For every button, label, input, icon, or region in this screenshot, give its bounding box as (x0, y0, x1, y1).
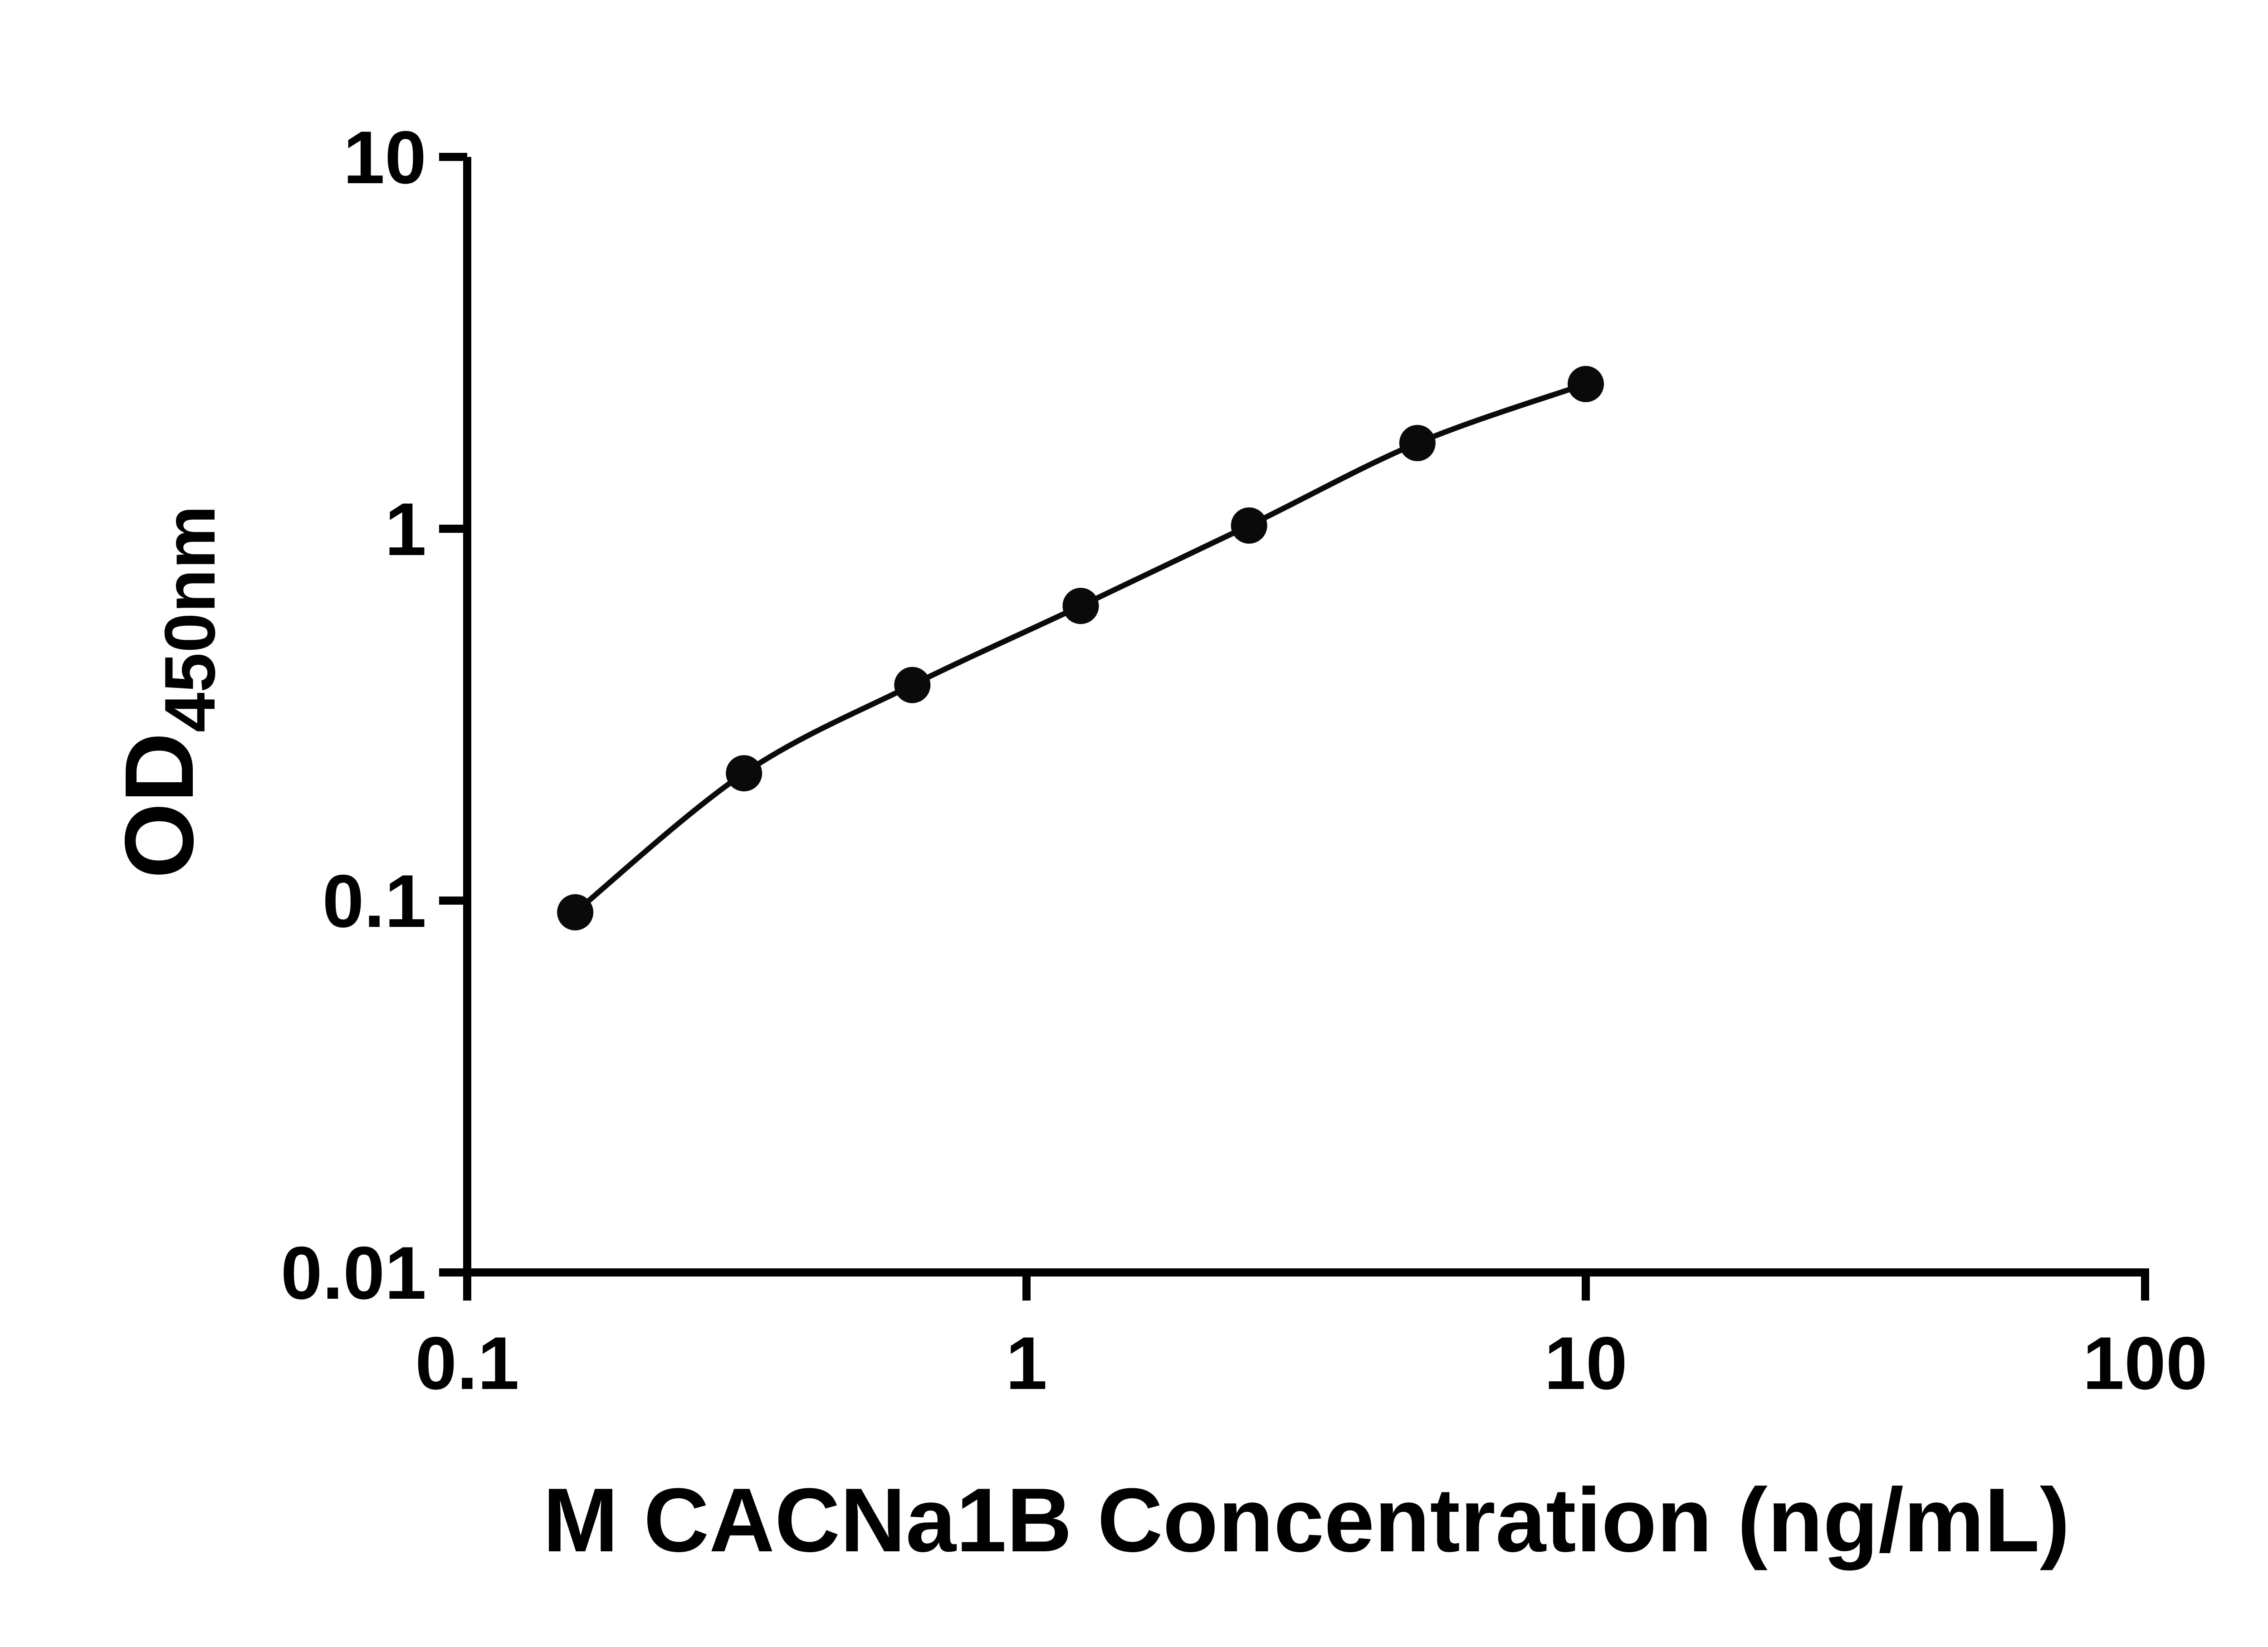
data-point (1231, 507, 1267, 544)
fit-curve (573, 381, 1587, 915)
data-point (726, 755, 763, 792)
x-tick-label: 0.1 (415, 1321, 519, 1405)
data-point (557, 894, 594, 931)
axes (463, 157, 2149, 1277)
y-tick-label: 0.1 (323, 859, 426, 943)
elisa-standard-curve-figure: 0.1 1 10 100 0.01 0.1 1 10 M CACNa1B Concentrat… (18, 7, 2268, 1640)
data-point (1062, 588, 1099, 624)
data-point (894, 667, 931, 703)
x-axis-title: M CACNa1B Concentration (ng/mL) (543, 1470, 2070, 1571)
y-axis-title-main: OD (104, 732, 214, 879)
data-series (557, 365, 1604, 931)
data-point (1399, 425, 1436, 461)
x-tick-label: 1 (1006, 1321, 1047, 1405)
y-axis-title-subscript: 450nm (150, 505, 230, 732)
y-axis-title: OD450nm (104, 505, 230, 878)
data-point (1568, 365, 1604, 402)
y-tick-label: 0.01 (281, 1231, 426, 1315)
x-tick-label: 100 (2082, 1321, 2207, 1405)
tick-marks (439, 153, 2149, 1301)
y-tick-label: 10 (343, 116, 426, 199)
y-tick-label: 1 (385, 487, 426, 571)
x-tick-label: 10 (1544, 1321, 1628, 1405)
